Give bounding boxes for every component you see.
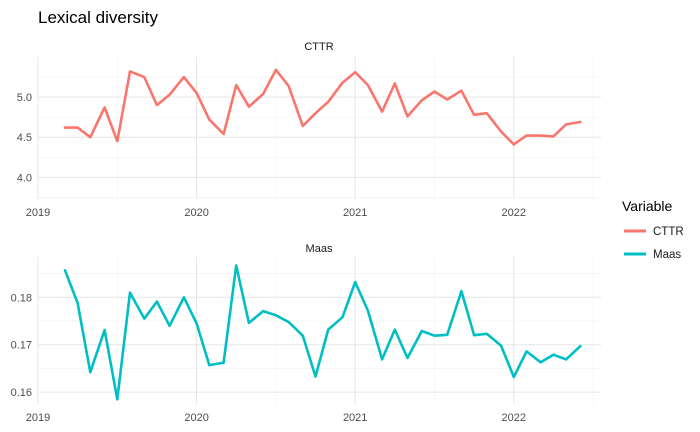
y-tick-label: 5.0 [17, 92, 32, 104]
x-tick-label: 2021 [343, 207, 367, 219]
panel-strip-maas: Maas [306, 243, 333, 255]
chart-title: Lexical diversity [38, 8, 158, 27]
y-tick-label: 4.5 [17, 132, 32, 144]
panel-strip-cttr: CTTR [304, 41, 333, 53]
panel-maas: 0.16 0.17 0.18 2019 2020 2021 2022 [11, 257, 601, 424]
x-tick-label: 2022 [502, 412, 526, 424]
series-line-cttr [63, 68, 582, 146]
x-tick-label: 2019 [26, 207, 50, 219]
x-tick-label: 2019 [26, 412, 50, 424]
legend-label-maas: Maas [653, 249, 681, 261]
series-line-maas [63, 264, 582, 401]
y-tick-label: 0.16 [11, 387, 32, 399]
x-tick-label: 2021 [343, 412, 367, 424]
x-tick-label: 2022 [502, 207, 526, 219]
panel-cttr: 4.0 4.5 5.0 2019 2020 2021 2022 [17, 57, 601, 219]
legend: Variable CTTR Maas [622, 198, 684, 261]
y-tick-label: 4.0 [17, 172, 32, 184]
legend-label-cttr: CTTR [653, 226, 684, 238]
x-tick-label: 2020 [184, 412, 208, 424]
y-tick-label: 0.18 [11, 292, 32, 304]
x-tick-label: 2020 [184, 207, 208, 219]
y-tick-label: 0.17 [11, 340, 32, 352]
legend-title: Variable [622, 198, 673, 214]
